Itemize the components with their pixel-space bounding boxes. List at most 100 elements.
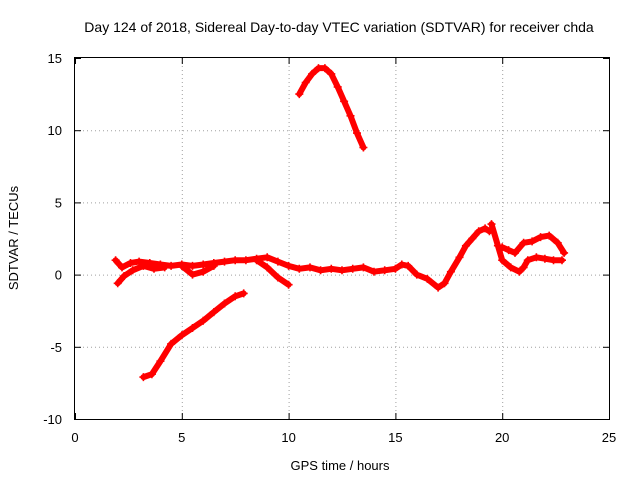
data-point (160, 263, 169, 272)
data-point (135, 257, 144, 266)
data-point (188, 270, 197, 279)
series-line-arc-high-hump (296, 65, 367, 151)
y-tick-label: -5 (50, 340, 62, 355)
chart-title: Day 124 of 2018, Sidereal Day-to-day VTE… (84, 19, 594, 35)
data-point (519, 263, 528, 272)
ticks: 0 5 10 15 20 25 -10 -5 0 5 10 15 (43, 51, 616, 445)
data-point (231, 292, 240, 301)
data-point (139, 373, 148, 382)
data-point (263, 263, 272, 272)
x-tick-label: 0 (71, 430, 78, 445)
data-point (252, 256, 261, 265)
data-point (423, 274, 432, 283)
x-tick-label: 25 (602, 430, 616, 445)
y-tick-label: 5 (55, 195, 62, 210)
data-point (511, 248, 519, 257)
series-layer (111, 64, 569, 382)
data-point (209, 308, 218, 317)
data-point (295, 264, 304, 273)
y-tick-label: 0 (55, 268, 62, 283)
data-point (306, 263, 314, 272)
series-line-arc-main-baseline (112, 225, 493, 291)
data-point (455, 253, 464, 262)
data-point (558, 256, 566, 265)
data-point (348, 264, 357, 273)
data-point (316, 266, 325, 275)
data-point (220, 299, 229, 308)
data-point (199, 316, 208, 325)
y-tick-label: 10 (48, 123, 62, 138)
data-point (528, 237, 537, 246)
data-point (327, 264, 336, 273)
data-point (188, 324, 197, 332)
data-point (177, 261, 186, 270)
plot-frame (74, 57, 610, 420)
data-point (481, 224, 490, 233)
data-point (359, 143, 368, 152)
data-point (333, 82, 342, 91)
series-line-arc-rising-negative (140, 290, 247, 381)
data-point (301, 78, 310, 87)
data-point (446, 267, 455, 276)
data-point (540, 254, 549, 263)
data-point (126, 259, 135, 267)
data-point (391, 264, 400, 273)
data-point (273, 257, 282, 266)
data-point (167, 339, 176, 348)
y-axis-label: SDTVAR / TECUs (6, 185, 21, 290)
data-point (404, 261, 413, 270)
data-point (118, 263, 126, 272)
data-point (504, 246, 513, 255)
data-point (346, 111, 355, 120)
data-point (284, 261, 293, 270)
data-point (231, 256, 240, 265)
data-point (199, 260, 208, 269)
y-tick-label: -10 (43, 412, 62, 427)
data-point (113, 279, 122, 288)
data-point (353, 129, 361, 138)
data-point (209, 261, 218, 270)
data-point (111, 256, 120, 265)
data-point (553, 238, 562, 247)
data-point (167, 261, 176, 270)
data-point (359, 263, 368, 272)
data-point (128, 266, 137, 275)
data-point (519, 238, 528, 247)
data-point (340, 97, 349, 106)
data-point (308, 69, 317, 78)
data-point (506, 263, 515, 272)
data-point (461, 241, 470, 250)
y-tick-label: 15 (48, 51, 62, 66)
x-tick-label: 15 (388, 430, 402, 445)
data-point (536, 233, 545, 242)
data-point (440, 279, 449, 288)
data-point (295, 90, 304, 99)
data-point (156, 357, 165, 366)
data-point (474, 227, 483, 236)
data-point (487, 220, 496, 229)
data-point (545, 231, 554, 240)
series-line-arc-mid-dip (178, 262, 217, 278)
data-point (177, 331, 186, 340)
data-point (239, 289, 248, 298)
data-point (150, 264, 158, 273)
data-point (284, 280, 293, 289)
data-point (380, 266, 389, 275)
x-tick-label: 5 (178, 430, 185, 445)
series-line-arc-descending (253, 257, 292, 288)
data-point (468, 234, 477, 243)
data-point (397, 260, 406, 269)
data-point (273, 273, 282, 282)
data-point (498, 256, 507, 265)
data-point (220, 257, 229, 266)
data-point (498, 243, 507, 252)
data-point (120, 272, 129, 280)
data-point (523, 256, 532, 265)
data-point (320, 64, 329, 73)
data-point (560, 248, 569, 257)
data-point (434, 283, 443, 292)
data-point (532, 253, 541, 262)
data-point (241, 256, 250, 265)
data-point (370, 267, 378, 276)
